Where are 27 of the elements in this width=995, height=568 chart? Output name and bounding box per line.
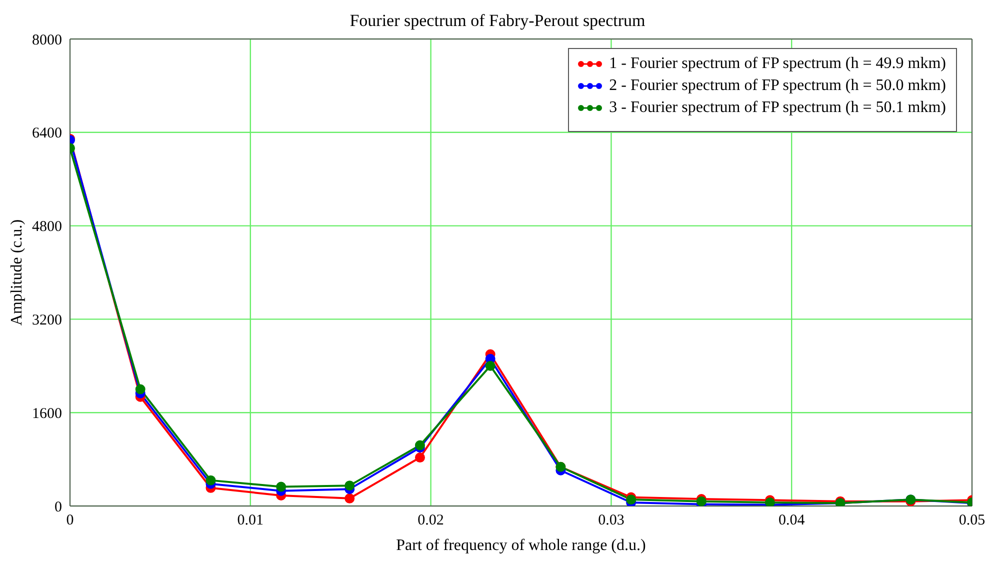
y-axis-title: Amplitude (c.u.) xyxy=(8,219,26,326)
point xyxy=(414,452,425,463)
chart-title: Fourier spectrum of Fabry-Perout spectrum xyxy=(348,10,646,32)
x-tick-label: 0.03 xyxy=(598,512,624,529)
y-tick-label: 0 xyxy=(54,499,62,516)
point xyxy=(276,482,286,492)
point xyxy=(626,494,636,505)
x-tick-label: 0.04 xyxy=(778,512,806,529)
y-tick-label: 1600 xyxy=(32,406,62,422)
legend-label: 1 - Fourier spectrum of FP spectrum (h = 49.9 mkm) xyxy=(609,54,946,74)
legend-label: 2 - Fourier spectrum of FP spectrum (h = 50.0 mkm) xyxy=(609,76,946,96)
point xyxy=(414,440,425,450)
point xyxy=(206,475,216,486)
x-tick-label: 0 xyxy=(66,512,74,529)
x-axis-title: Part of frequency of whole range (d.u.) xyxy=(396,537,646,554)
point xyxy=(135,384,146,394)
x-tick-label: 0.02 xyxy=(418,512,444,529)
x-tick-label: 0.05 xyxy=(958,512,986,529)
y-tick-label: 6400 xyxy=(32,126,62,142)
point xyxy=(485,360,496,371)
y-tick-label: 3200 xyxy=(32,312,62,329)
point xyxy=(344,493,355,504)
y-tick-label: 8000 xyxy=(32,32,62,48)
x-tick-label: 0.01 xyxy=(237,512,264,529)
y-tick-label: 4800 xyxy=(32,219,62,236)
point xyxy=(344,480,355,491)
legend-label: 3 - Fourier spectrum of FP spectrum (h = 50.1 mkm) xyxy=(609,98,946,118)
